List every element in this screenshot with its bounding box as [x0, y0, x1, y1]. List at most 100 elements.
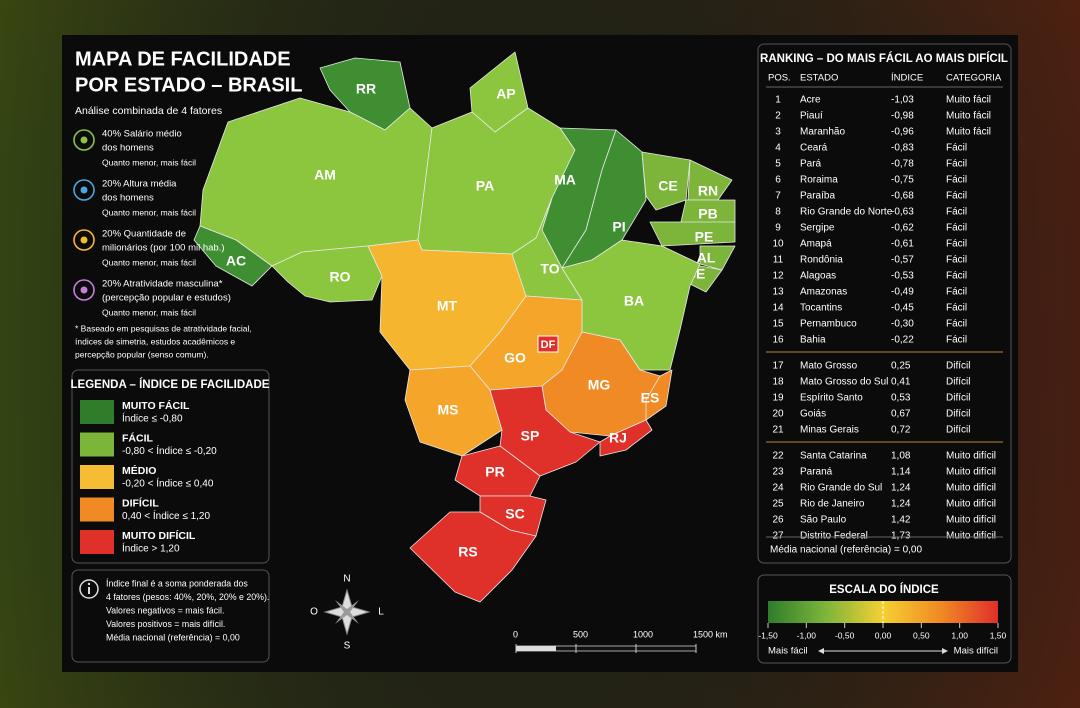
rank-category: Muito difícil [946, 483, 996, 494]
scale-tick-label: -0,50 [835, 630, 855, 640]
rank-index: -0,83 [891, 143, 914, 154]
rank-state: Rio Grande do Sul [800, 483, 882, 494]
rank-pos: 20 [772, 409, 784, 420]
rank-state: Acre [800, 95, 821, 106]
rank-pos: 23 [772, 467, 784, 478]
factor-icon [73, 179, 95, 201]
scale-title: ESCALA DO ÍNDICE [829, 583, 939, 596]
rank-pos: 3 [775, 127, 781, 138]
rank-state: Espírito Santo [800, 393, 863, 404]
state-label: RN [698, 183, 718, 199]
rank-state: São Paulo [800, 515, 847, 526]
rank-state: Pernambuco [800, 319, 857, 330]
factor-text: 20% Altura média [102, 179, 177, 190]
rank-category: Fácil [946, 143, 967, 154]
ranking-box [757, 43, 1012, 564]
scale-tick-label: 1,00 [951, 630, 968, 640]
rank-pos: 27 [772, 531, 784, 542]
state-label: RS [458, 544, 477, 560]
state-label: GO [504, 350, 526, 366]
rank-state: Maranhão [800, 127, 845, 138]
info-text: Índice final é a soma ponderada dos [106, 578, 248, 588]
state-label: PE [695, 229, 714, 245]
state-label: PA [476, 178, 494, 194]
info-icon-dot [87, 582, 91, 586]
footnote: índices de simetria, estudos acadêmicos … [75, 336, 235, 346]
rank-category: Difícil [946, 393, 970, 404]
title: MAPA DE FACILIDADE [75, 48, 291, 70]
rank-pos: 17 [772, 361, 784, 372]
factor-icon [73, 279, 95, 301]
rank-index: 1,08 [891, 451, 911, 462]
scale-tick-label: 0,50 [913, 630, 930, 640]
info-icon [79, 579, 99, 599]
state-label: SP [521, 428, 540, 444]
legend-label: FÁCIL [122, 431, 153, 444]
state-label: ES [641, 390, 660, 406]
rank-state: Rio de Janeiro [800, 499, 865, 510]
state-label: RJ [609, 430, 627, 446]
scale-tick-label: 1500 km [693, 629, 728, 639]
scale-right-label: Mais difícil [954, 646, 998, 657]
rank-state: Piauí [800, 111, 823, 122]
rank-state: Alagoas [800, 271, 836, 282]
rank-category: Difícil [946, 425, 970, 436]
legend-label: MUITO FÁCIL [122, 399, 190, 412]
state-label: AC [226, 253, 246, 269]
rank-category: Fácil [946, 191, 967, 202]
legend-label: MUITO DIFÍCIL [122, 529, 196, 542]
rank-category: Fácil [946, 271, 967, 282]
rank-category: Muito difícil [946, 451, 996, 462]
factor-icon [73, 229, 95, 251]
rank-index: -0,30 [891, 319, 914, 330]
arrow-head [818, 648, 824, 654]
rank-category: Muito difícil [946, 515, 996, 526]
title: POR ESTADO – BRASIL [75, 74, 302, 96]
rank-state: Distrito Federal [800, 531, 868, 542]
rank-category: Fácil [946, 287, 967, 298]
scale-tick-label: 0 [513, 629, 518, 639]
factor-note: Quanto menor, mais fácil [102, 307, 196, 317]
compass-s: S [344, 641, 351, 652]
legend-label: DIFÍCIL [122, 496, 159, 509]
state-label: SC [505, 506, 524, 522]
scale-box [757, 574, 1012, 664]
legend-range: Índice > 1,20 [122, 542, 180, 555]
ranking-header: POS. [768, 73, 791, 84]
rank-pos: 24 [772, 483, 784, 494]
rank-state: Pará [800, 159, 822, 170]
state-label: MS [438, 402, 459, 418]
scale-tick-label: 1000 [633, 629, 653, 639]
info-text: Valores negativos = mais fácil. [106, 605, 224, 615]
rank-pos: 12 [772, 271, 784, 282]
rank-state: Rondônia [800, 255, 843, 266]
rank-pos: 1 [775, 95, 781, 106]
factor-text: 20% Atratividade masculina* [102, 279, 223, 290]
scale-left-label: Mais fácil [768, 646, 808, 657]
rank-category: Fácil [946, 303, 967, 314]
subtitle: Análise combinada de 4 fatores [75, 105, 222, 117]
map: RRAPAMPAACROMTMAPITOCERNPBPEALSEBAGOMGES… [193, 51, 736, 603]
factor-text: 20% Quantidade de [102, 229, 186, 240]
rank-category: Difícil [946, 361, 970, 372]
footnote: * Baseado em pesquisas de atratividade f… [75, 323, 252, 333]
ranking-header: CATEGORIA [946, 73, 1002, 84]
state [404, 365, 503, 457]
rank-state: Paraná [800, 467, 833, 478]
state-label: PB [698, 206, 717, 222]
factor-text: milionários (por 100 mil hab.) [102, 243, 225, 254]
rank-index: 1,73 [891, 531, 911, 542]
rank-index: -0,78 [891, 159, 914, 170]
state-label: RO [330, 269, 351, 285]
state [537, 335, 559, 353]
rank-index: -0,49 [891, 287, 914, 298]
legend-range: Índice ≤ -0,80 [122, 412, 183, 425]
rank-state: Paraíba [800, 191, 835, 202]
rank-pos: 18 [772, 377, 784, 388]
factor-text: dos homens [102, 143, 154, 154]
rank-state: Goiás [800, 409, 826, 420]
state-label: BA [624, 293, 644, 309]
rank-state: Minas Gerais [800, 425, 859, 436]
state [645, 369, 673, 421]
